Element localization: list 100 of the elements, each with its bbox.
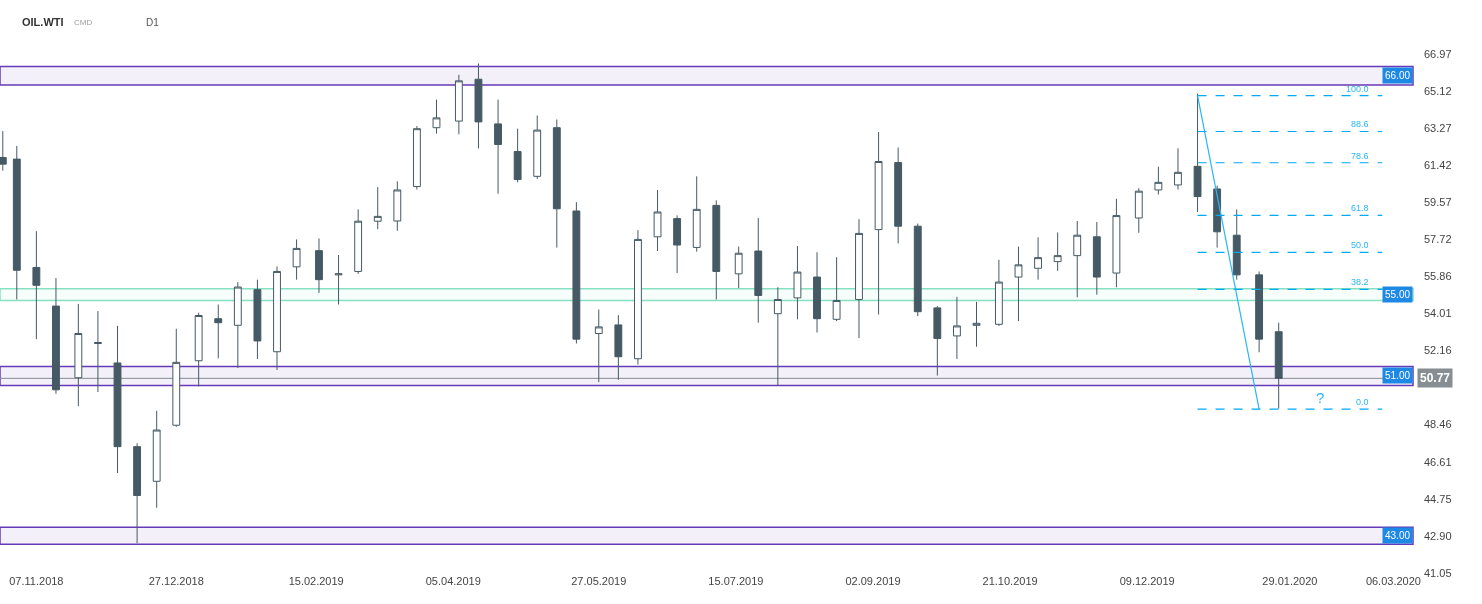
candlestick [334,254,343,305]
text: D1 [146,17,160,28]
candlestick [533,114,542,180]
candlestick [1154,166,1163,196]
candlestick [393,180,402,232]
candlestick [813,251,821,334]
band-label: 66.00 [1385,70,1411,81]
candlestick [273,265,281,371]
candlestick [454,74,463,135]
x-tick-label: 15.02.2019 [288,575,344,587]
candlestick [594,309,603,383]
candlestick [74,303,83,407]
x-tick-label: 15.07.2019 [708,575,764,587]
annotation: 100.0 [1346,84,1369,94]
candlestick [1193,93,1202,213]
candlestick [832,256,841,322]
candlestick [855,218,863,339]
candlestick [133,442,142,544]
y-tick-label: 52.16 [1424,344,1452,357]
candlestick [1014,246,1023,322]
y-tick-label: 46.61 [1424,455,1452,468]
y-tick-label: 48.46 [1424,418,1452,431]
candlestick [432,99,441,135]
candlestick [1232,208,1241,281]
candlestick [194,312,203,387]
candlestick [572,201,581,345]
candlestick [354,208,363,275]
candlestick [52,277,60,395]
candlestick [1255,270,1264,353]
candlestick [12,145,21,300]
x-tick-label: 02.09.2019 [845,575,901,587]
candlestick [1134,187,1143,234]
candlestick [474,62,483,150]
candlestick [1174,147,1182,191]
y-tick-label: 59.57 [1424,196,1452,209]
candlestick [172,328,181,428]
y-tick-label: 57.72 [1424,233,1452,246]
annotation: 88.6 [1351,119,1369,129]
band-label: 51.00 [1385,370,1411,381]
y-tick-label: 65.12 [1424,84,1452,97]
candlestick [673,214,682,274]
candlestick [692,175,701,253]
candlestick [373,186,382,230]
annotation: 0.0 [1356,397,1369,407]
annotation: 50.0 [1351,240,1369,250]
candlestick [894,147,903,244]
candlestick [754,217,763,324]
y-tick-label: 42.90 [1424,529,1452,542]
y-tick-label: 66.97 [1424,47,1452,60]
candlestick [634,229,642,366]
chart-title: OIL.WTI [22,16,64,28]
x-tick-label: 06.03.2020 [1365,575,1421,587]
candlestick [1092,221,1101,296]
candlestick [1112,198,1121,288]
ref-line-label: 50.77 [1420,371,1451,385]
candlestick [412,125,421,191]
y-tick-label: 63.27 [1424,121,1452,134]
x-tick-label: 07.11.2018 [9,575,64,587]
candlestick [1053,231,1062,272]
candlestick [1073,220,1082,298]
candlestick [552,118,561,249]
annotation: 78.6 [1351,151,1369,161]
candlestick [614,314,623,381]
annotation: 38.2 [1351,277,1369,287]
annotation: ? [1316,389,1325,406]
y-tick-label: 55.86 [1424,270,1452,283]
candlestick [233,281,242,369]
candlestick [113,325,122,474]
candlestick [513,128,522,183]
x-tick-label: 27.12.2018 [148,575,204,587]
x-tick-label: 21.10.2019 [982,575,1038,587]
x-tick-label: 09.12.2019 [1119,575,1175,587]
x-tick-label: 05.04.2019 [425,575,481,587]
annotation: 61.8 [1351,203,1369,213]
candlestick [913,223,922,317]
candlestick [972,301,981,348]
candlestick [793,245,802,320]
candlestick [94,310,102,393]
candlestick [292,238,301,281]
candlestick [734,246,743,289]
x-tick-label: 27.05.2019 [571,575,627,587]
candlestick [152,410,161,509]
candlestick [773,286,782,386]
y-tick-label: 44.75 [1424,492,1452,505]
y-tick-label: 41.05 [1424,566,1452,579]
candlestick [1274,322,1283,410]
y-tick-label: 61.42 [1424,158,1452,171]
candlestick [994,259,1003,327]
candlestick [32,230,41,340]
candlestick [253,279,262,360]
candlestick [874,131,883,315]
text: CMD [74,18,93,27]
y-tick-label: 54.01 [1424,307,1452,320]
band-label: 43.00 [1385,530,1411,541]
candlestick [315,237,323,294]
candlestick [712,199,721,300]
band-label: 55.00 [1385,289,1411,300]
candlestick [0,130,7,172]
candlestick [494,99,502,195]
candlestick [1034,236,1042,281]
